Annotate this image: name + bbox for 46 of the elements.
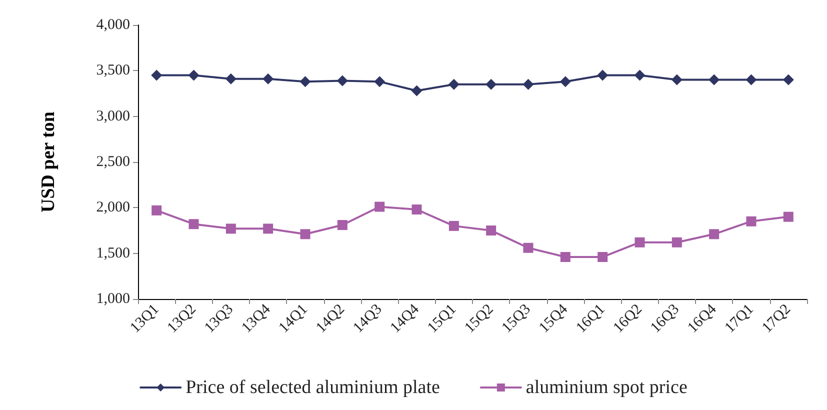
y-tick-label: 1,000 [96,291,130,307]
y-tick-label: 3,000 [96,108,130,124]
point [188,70,200,81]
point [226,224,236,234]
point [783,212,794,222]
point [411,85,422,96]
point [263,224,274,234]
point [486,78,497,90]
point [152,205,162,216]
point [709,229,720,240]
point [746,216,756,226]
point [337,220,348,230]
point [597,70,608,81]
y-tick-label: 1,500 [96,245,130,262]
legend-label: aluminium spot price [526,377,688,398]
point [374,202,385,212]
point [746,74,757,86]
point [560,252,570,262]
point [708,74,720,86]
point [151,70,162,81]
y-tick-label: 4,000 [96,17,130,33]
point [300,229,310,240]
point [300,76,311,88]
point [262,73,274,84]
point [782,74,794,86]
y-tick-label: 2,500 [96,154,130,170]
point [448,78,460,90]
point [188,219,199,230]
point [448,220,459,231]
point [412,204,422,214]
point [672,237,682,248]
point [671,74,682,86]
point [486,226,496,236]
point [225,73,236,84]
y-tick-label: 3,500 [96,62,130,79]
point [336,75,348,86]
point [598,252,608,262]
y-tick-label: 2,000 [96,200,130,216]
point [374,76,386,88]
y-axis-title: USD per ton [38,111,59,212]
point [523,242,534,253]
point [560,76,571,88]
point [522,78,534,90]
point [634,70,646,81]
legend-label: Price of selected aluminium plate [186,377,440,398]
point [634,237,645,248]
